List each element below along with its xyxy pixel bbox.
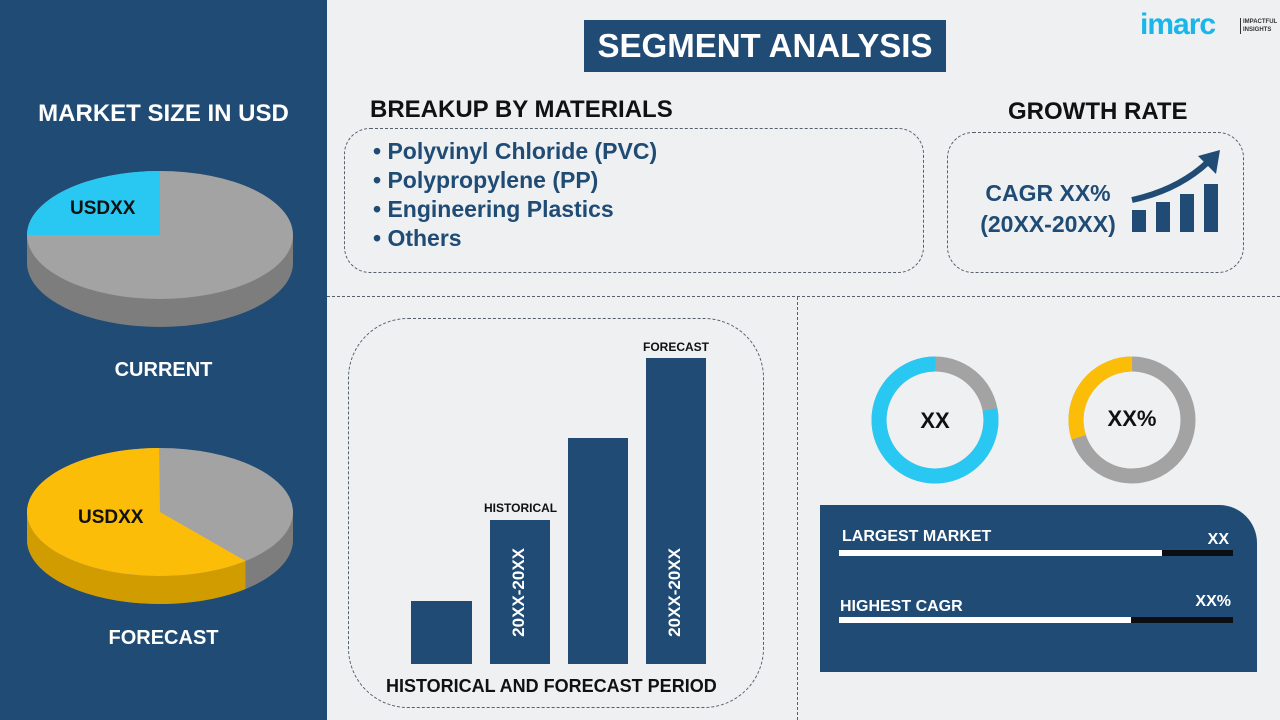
forecast-value: USDXX	[78, 507, 144, 528]
pie-slice-highlight	[27, 171, 160, 235]
bar-3	[568, 438, 628, 664]
materials-list: • Polyvinyl Chloride (PVC) • Polypropyle…	[344, 128, 924, 273]
current-pie-chart	[27, 171, 293, 327]
donut-2-label: XX%	[1107, 406, 1157, 431]
current-label: CURRENT	[114, 359, 213, 381]
growth-chart-icon	[1131, 150, 1220, 232]
materials-heading: BREAKUP BY MATERIALS	[370, 96, 673, 123]
market-size-panel: MARKET SIZE IN USD USDXX CURRENT USDXX F…	[0, 0, 327, 720]
list-item: • Polyvinyl Chloride (PVC)	[373, 138, 658, 164]
forecast-pie-chart	[27, 448, 293, 604]
bar-4: 20XX-20XX	[646, 358, 706, 664]
growth-box	[947, 132, 1244, 273]
pie-side-highlight	[27, 512, 246, 604]
logo-tagline: IMPACTFUL INSIGHTS	[1240, 18, 1280, 34]
donut-1-label: XX	[920, 408, 950, 433]
largest-market-value: XX	[1207, 531, 1229, 548]
current-value: USDXX	[70, 198, 136, 219]
page-title: SEGMENT ANALYSIS	[584, 20, 946, 72]
pie-slice-highlight	[27, 448, 246, 576]
cagr-value: CAGR XX%	[985, 180, 1111, 206]
logo-brand: imarc	[1140, 8, 1216, 41]
cagr-period: (20XX-20XX)	[980, 211, 1116, 237]
info-panel: LARGEST MARKET XX HIGHEST CAGR XX%	[820, 505, 1257, 672]
forecast-label-bar: FORECAST	[643, 340, 709, 354]
list-item: • Engineering Plastics	[373, 196, 614, 222]
list-item: • Others	[373, 225, 462, 251]
largest-market-label: LARGEST MARKET	[842, 528, 992, 545]
historical-label: HISTORICAL	[484, 501, 558, 515]
donut-charts	[871, 356, 1196, 484]
historical-range: 20XX-20XX	[509, 548, 528, 637]
list-item: • Polypropylene (PP)	[373, 167, 599, 193]
divider-horizontal	[327, 296, 1280, 297]
forecast-label: FORECAST	[108, 627, 219, 649]
forecast-range: 20XX-20XX	[665, 548, 684, 637]
cagr-text: CAGR XX% (20XX-20XX)	[968, 178, 1128, 240]
bar-1	[411, 601, 472, 664]
period-chart-box	[348, 318, 764, 708]
highest-cagr-bar	[839, 617, 1233, 623]
donut-value-arc	[871, 356, 999, 484]
bar-2: 20XX-20XX	[490, 520, 550, 664]
market-size-heading: MARKET SIZE IN USD	[38, 100, 289, 127]
divider-vertical	[797, 297, 798, 720]
growth-heading: GROWTH RATE	[1008, 98, 1188, 125]
largest-market-bar	[839, 550, 1233, 556]
highest-cagr-value: XX%	[1195, 593, 1231, 610]
period-caption: HISTORICAL AND FORECAST PERIOD	[386, 676, 717, 696]
imarc-logo: imarc IMPACTFUL INSIGHTS	[1140, 8, 1277, 42]
highest-cagr-label: HIGHEST CAGR	[840, 598, 963, 615]
